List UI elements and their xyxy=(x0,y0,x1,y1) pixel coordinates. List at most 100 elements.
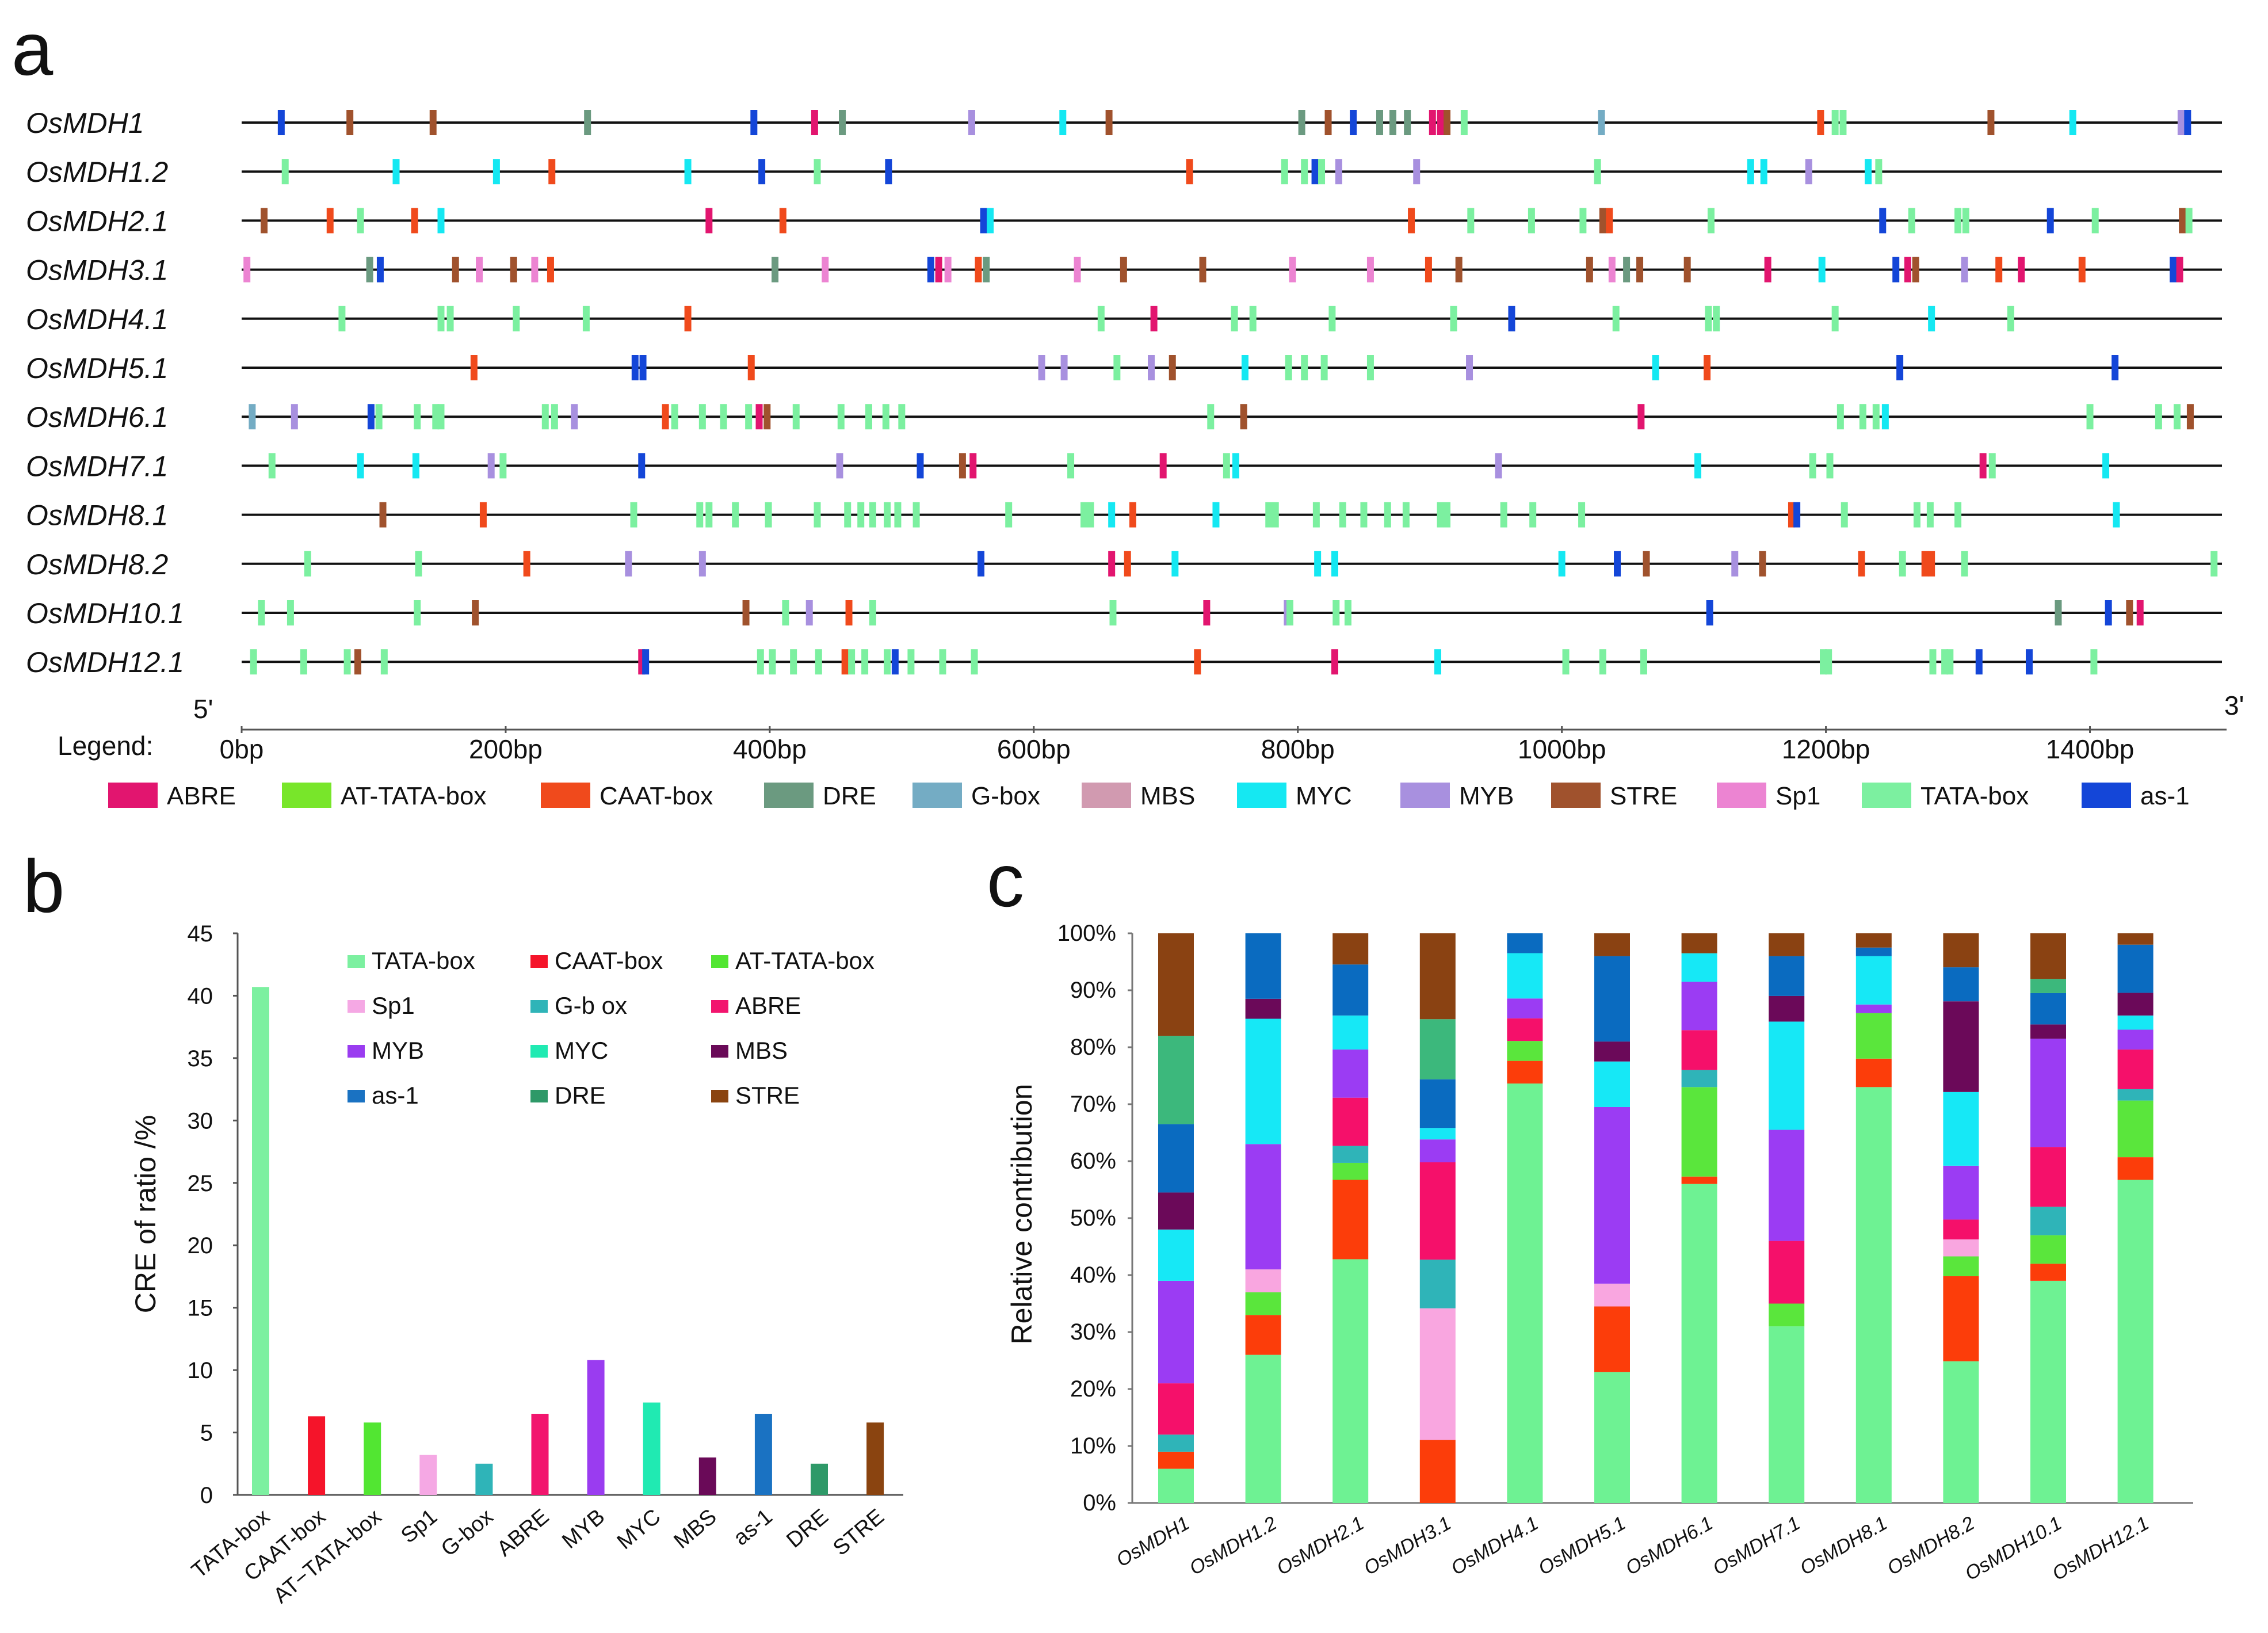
c-bar-segment xyxy=(1943,1361,1979,1503)
element-mark xyxy=(1831,306,1839,331)
c-bar-segment xyxy=(1943,1219,1979,1239)
element-mark xyxy=(698,551,706,577)
element-mark xyxy=(2046,208,2054,234)
b-bar xyxy=(252,987,269,1495)
element-mark xyxy=(857,502,865,528)
element-mark xyxy=(1124,551,1131,577)
element-mark xyxy=(1988,453,1996,479)
c-bar-segment xyxy=(2117,1180,2154,1503)
element-mark xyxy=(1087,502,1094,528)
element-mark xyxy=(1272,502,1279,528)
element-mark xyxy=(1820,649,1827,675)
element-mark xyxy=(882,404,889,430)
element-mark xyxy=(1707,208,1715,234)
element-mark xyxy=(642,649,650,675)
element-mark xyxy=(885,159,892,185)
element-mark xyxy=(366,257,373,283)
gene-label: OsMDH3.1 xyxy=(26,254,168,287)
position-tick-label: 600bp xyxy=(997,734,1071,764)
c-y-tick-label: 20% xyxy=(1070,1376,1116,1402)
element-mark xyxy=(1328,306,1336,331)
element-mark xyxy=(1928,551,1935,577)
element-mark xyxy=(1108,551,1116,577)
element-mark xyxy=(1612,306,1620,331)
five-prime-label: 5' xyxy=(193,694,213,724)
element-mark xyxy=(861,649,869,675)
element-mark xyxy=(983,257,990,283)
c-bar-segment xyxy=(1594,956,1630,1042)
element-mark xyxy=(2025,649,2033,675)
c-bar-segment xyxy=(1332,1049,1369,1098)
element-mark xyxy=(1975,649,1983,675)
c-y-tick-label: 50% xyxy=(1070,1205,1116,1231)
c-bar-segment xyxy=(1158,1434,1194,1452)
element-mark xyxy=(584,110,591,135)
element-mark xyxy=(959,453,966,479)
element-mark xyxy=(1298,110,1305,135)
element-mark xyxy=(1839,110,1847,135)
element-mark xyxy=(1643,551,1650,577)
c-bar-segment xyxy=(1419,1308,1456,1440)
b-bar xyxy=(754,1414,772,1495)
element-mark xyxy=(815,649,822,675)
c-bar-segment xyxy=(1507,1041,1543,1061)
element-mark xyxy=(1962,208,1969,234)
element-mark xyxy=(1331,649,1338,675)
element-mark xyxy=(2102,453,2110,479)
b-legend-swatch xyxy=(348,1090,365,1102)
legend-swatch xyxy=(282,783,331,808)
element-mark xyxy=(939,649,946,675)
c-bar-segment xyxy=(1769,1021,1805,1130)
b-bar xyxy=(866,1422,884,1495)
b-bar xyxy=(811,1463,828,1495)
element-mark xyxy=(300,649,307,675)
b-legend-label: Sp1 xyxy=(372,992,415,1019)
element-mark xyxy=(1941,649,1949,675)
c-bar-segment xyxy=(1507,998,1543,1018)
element-mark xyxy=(1865,159,1872,185)
b-y-tick-label: 20 xyxy=(188,1233,213,1258)
element-mark xyxy=(1841,502,1848,528)
c-bar-segment xyxy=(1594,1306,1630,1372)
gene-label: OsMDH8.2 xyxy=(26,548,168,581)
element-mark xyxy=(412,453,419,479)
c-bar-segment xyxy=(2030,1264,2066,1281)
c-bar-segment xyxy=(1594,933,1630,956)
element-mark xyxy=(1148,355,1155,380)
b-legend-swatch xyxy=(348,1045,365,1058)
element-mark xyxy=(1060,355,1068,380)
legend-swatch xyxy=(912,783,962,808)
c-bar-segment xyxy=(1332,1259,1369,1503)
element-mark xyxy=(917,453,924,479)
element-mark xyxy=(258,600,265,625)
element-mark xyxy=(1908,208,1915,234)
b-category-label: MBS xyxy=(669,1505,721,1554)
element-mark xyxy=(392,159,400,185)
element-mark xyxy=(551,404,558,430)
panel-c-letter: c xyxy=(987,838,1024,922)
legend-label: AT-TATA-box xyxy=(341,782,486,810)
element-mark xyxy=(1434,649,1441,675)
element-mark xyxy=(2126,600,2133,625)
element-mark xyxy=(684,306,692,331)
c-bar-segment xyxy=(1594,1107,1630,1284)
b-y-tick-label: 0 xyxy=(200,1483,213,1508)
position-tick-label: 800bp xyxy=(1261,734,1335,764)
element-mark xyxy=(837,404,845,430)
b-legend-swatch xyxy=(530,1000,548,1013)
element-mark xyxy=(261,208,268,234)
element-mark xyxy=(1231,306,1238,331)
c-bar-segment xyxy=(1855,1058,1892,1088)
element-mark xyxy=(814,159,821,185)
element-mark xyxy=(631,355,639,380)
b-bar xyxy=(419,1455,437,1495)
element-mark xyxy=(975,257,982,283)
gene-label: OsMDH10.1 xyxy=(26,597,184,629)
c-bar-segment xyxy=(1332,1015,1369,1050)
element-mark xyxy=(1450,306,1457,331)
element-mark xyxy=(1929,649,1937,675)
c-bar-segment xyxy=(2117,944,2154,993)
c-bar-segment xyxy=(2117,1049,2154,1089)
element-mark xyxy=(639,355,647,380)
element-mark xyxy=(720,404,727,430)
